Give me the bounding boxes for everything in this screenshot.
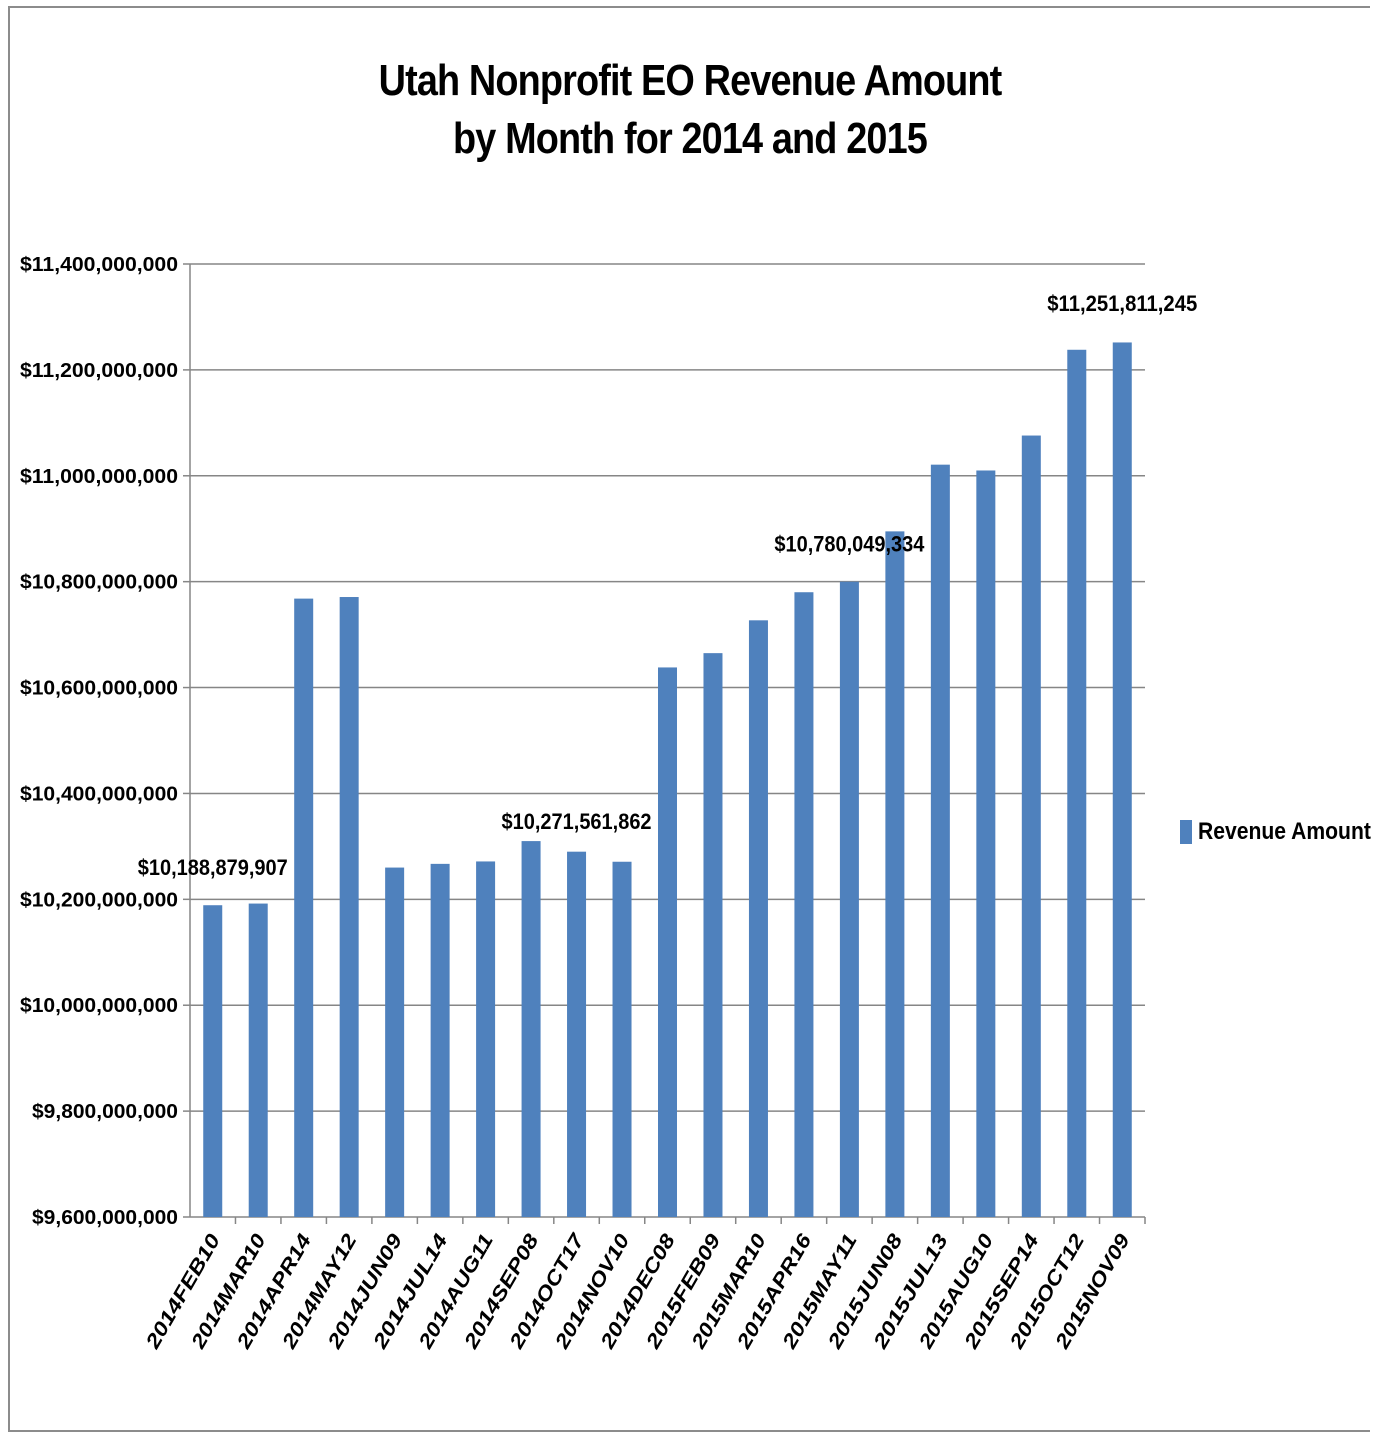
bar <box>294 598 314 1217</box>
y-axis-tick-labels: $9,600,000,000 $9,800,000,000 $10,000,000,… <box>20 254 178 1229</box>
y-tick-label: $11,200,000,000 <box>20 360 178 382</box>
legend: Revenue Amount <box>1180 818 1380 846</box>
data-label: $11,251,811,245 <box>1047 291 1197 316</box>
y-tick-label: $11,000,000,000 <box>20 466 178 488</box>
bar <box>385 867 405 1217</box>
bar <box>476 861 496 1217</box>
bar <box>658 667 677 1217</box>
y-tick-label: $10,600,000,000 <box>20 678 178 700</box>
bar <box>1112 342 1132 1217</box>
chart-frame <box>8 6 1370 1432</box>
bar <box>203 905 223 1217</box>
y-tick-label: $9,800,000,000 <box>32 1101 178 1123</box>
bar <box>248 903 268 1217</box>
bar <box>612 861 632 1217</box>
bar <box>748 620 768 1217</box>
bar <box>930 464 950 1218</box>
y-tick-label: $10,400,000,000 <box>20 783 178 805</box>
bar <box>1021 435 1041 1217</box>
chart-title-line-1: Utah Nonprofit EO Revenue Amount <box>378 56 1003 105</box>
bar <box>794 592 814 1217</box>
y-tick-label: $11,400,000,000 <box>20 254 178 276</box>
y-tick-label: $10,800,000,000 <box>20 572 178 594</box>
x-axis-tick-labels: 2014FEB102014MAR102014APR142014MAY122014… <box>141 1230 1135 1354</box>
data-label: $10,188,879,907 <box>138 855 288 880</box>
bar <box>1067 349 1087 1217</box>
y-tick-label: $10,000,000,000 <box>20 995 178 1017</box>
bar <box>976 470 996 1217</box>
chart-title-line-2: by Month for 2014 and 2015 <box>453 114 928 164</box>
data-label: $10,780,049,334 <box>774 532 925 557</box>
bar <box>567 851 587 1217</box>
bar <box>339 597 359 1217</box>
bars <box>203 342 1132 1218</box>
data-labels: $10,188,879,907 $10,271,561,862 $10,780,04… <box>138 291 1198 880</box>
y-tick-label: $9,600,000,000 <box>32 1207 178 1229</box>
bar <box>885 531 905 1217</box>
bar <box>839 581 859 1217</box>
data-label: $10,271,561,862 <box>502 809 652 834</box>
bar <box>430 863 450 1217</box>
y-tick-label: $10,200,000,000 <box>20 889 178 911</box>
chart-title: Utah Nonprofit EO Revenue Amount by Mont… <box>97 52 1284 168</box>
legend-swatch <box>1180 820 1192 844</box>
bar <box>703 653 723 1217</box>
legend-label: Revenue Amount <box>1198 818 1371 845</box>
bar <box>521 841 541 1217</box>
